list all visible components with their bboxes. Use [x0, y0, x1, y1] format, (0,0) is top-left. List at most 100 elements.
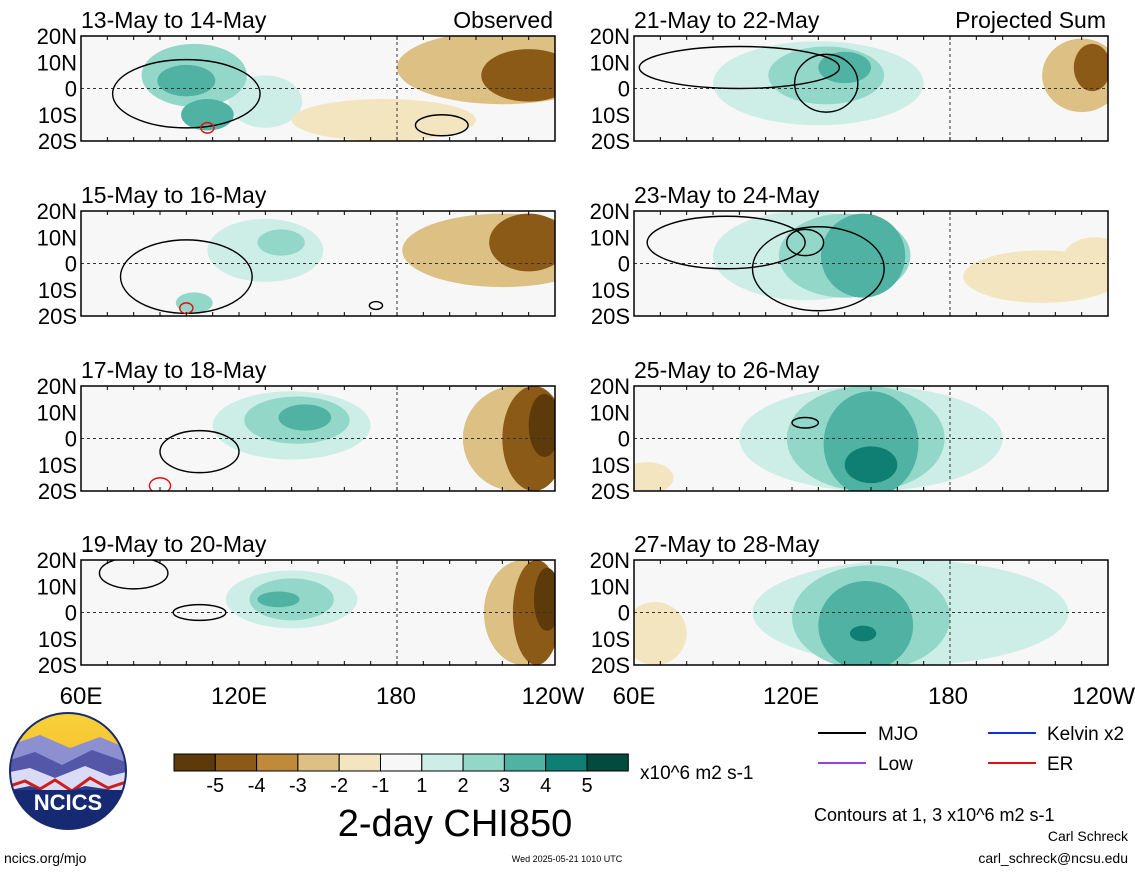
source-url: ncics.org/mjo — [4, 850, 87, 866]
y-tick-label: 10S — [38, 103, 77, 128]
map-panel: 21-May to 22-May Projected Sum 20N10N010S2… — [590, 7, 1109, 154]
y-tick-label: 20S — [38, 129, 77, 154]
contour-mjo — [159, 429, 240, 474]
y-tick-label: 0 — [618, 601, 630, 626]
y-tick-label: 0 — [65, 252, 77, 277]
observed-label: Observed — [453, 7, 553, 33]
panel-date-label: 25-May to 26-May — [634, 357, 820, 383]
y-tick-label: 20S — [591, 479, 630, 504]
chi-anomaly-region — [257, 591, 300, 608]
panel-date-label: 27-May to 28-May — [634, 531, 820, 557]
y-tick-label: 20S — [591, 129, 630, 154]
y-tick-label: 0 — [618, 77, 630, 102]
x-tick-label: 180 — [376, 683, 416, 710]
chi-anomaly-region — [181, 99, 234, 131]
x-tick-label: 120W — [522, 683, 585, 710]
contour-mjo — [791, 416, 820, 429]
x-tick-label: 120W — [1072, 683, 1135, 710]
contour-mjo — [751, 226, 885, 312]
panel-date-label: 13-May to 14-May — [81, 7, 267, 33]
legend: MJO Kelvin x2 Low ER — [818, 724, 1124, 775]
y-tick-label: 10S — [38, 278, 77, 303]
colorbar-tick-label: -2 — [330, 775, 348, 797]
chi-anomaly-region — [489, 213, 555, 272]
colorbar-swatch — [338, 753, 382, 772]
colorbar-swatch — [503, 753, 547, 772]
chi-anomaly-region — [849, 625, 877, 642]
panel-grid: 13-May to 14-May Observed20N10N010S20S21-… — [37, 7, 1109, 678]
y-tick-label: 10S — [591, 627, 630, 652]
colorbar-swatch — [380, 753, 423, 772]
contour-mjo — [414, 114, 469, 137]
y-tick-label: 20S — [591, 653, 630, 678]
chi-anomaly-region — [291, 99, 476, 141]
colorbar-swatch — [214, 753, 258, 772]
contour-mjo — [172, 603, 227, 622]
y-tick-label: 20S — [38, 304, 77, 329]
contour-er — [200, 121, 215, 134]
panel-date-label: 23-May to 24-May — [634, 182, 820, 208]
contour-mjo — [368, 300, 384, 311]
y-tick-label: 0 — [618, 252, 630, 277]
contour-mjo — [98, 560, 169, 590]
panel-date-label: 17-May to 18-May — [81, 357, 267, 383]
chi-anomaly-region — [528, 393, 555, 457]
colorbar-tick-label: 4 — [540, 775, 551, 797]
y-tick-label: 10S — [591, 103, 630, 128]
y-tick-label: 20N — [590, 548, 630, 573]
chi-anomaly-region — [533, 567, 555, 631]
y-tick-label: 10N — [590, 400, 630, 425]
chi-anomaly-region — [634, 462, 674, 491]
chi-anomaly-region — [228, 75, 303, 128]
contour-mjo — [111, 58, 261, 129]
contour-mjo — [638, 45, 841, 90]
chi-anomaly-region — [820, 213, 906, 298]
author-email: carl_schreck@ncsu.edu — [978, 850, 1128, 866]
logo-text: NCICS — [34, 790, 102, 815]
chi-anomaly-region — [175, 292, 213, 314]
contour-note: Contours at 1, 3 x10^6 m2 s-1 — [814, 805, 1055, 825]
contour-mjo — [793, 53, 859, 113]
colorbar-tick-label: 3 — [499, 775, 510, 797]
legend-label-er: ER — [1047, 754, 1073, 775]
colorbar-tick-label: -3 — [289, 775, 307, 797]
legend-label-mjo: MJO — [878, 724, 918, 745]
x-tick-label: 120E — [763, 683, 819, 710]
chi-anomaly-region — [278, 404, 332, 431]
chi-anomaly-region — [481, 49, 555, 102]
panel-date-label: 21-May to 22-May — [634, 7, 820, 33]
y-tick-label: 20N — [590, 24, 630, 49]
y-tick-label: 10N — [37, 400, 77, 425]
panel-date-label: 15-May to 16-May — [81, 182, 267, 208]
x-tick-label: 120E — [211, 683, 267, 710]
y-tick-label: 10N — [37, 50, 77, 75]
y-tick-label: 20N — [590, 374, 630, 399]
colorbar-tick-label: -1 — [372, 775, 390, 797]
colorbar-swatch — [586, 753, 629, 772]
y-tick-label: 10N — [590, 50, 630, 75]
colorbar-swatch — [545, 753, 588, 772]
x-tick-label: 180 — [928, 683, 968, 710]
colorbar-swatch — [421, 753, 464, 772]
chi-anomaly-region — [257, 229, 305, 256]
y-tick-label: 20S — [38, 653, 77, 678]
contour-er — [148, 477, 172, 491]
panel-date-label: 19-May to 20-May — [81, 531, 267, 557]
colorbar-tick-label: -4 — [248, 775, 266, 797]
units-label: x10^6 m2 s-1 — [640, 763, 753, 784]
y-tick-label: 10N — [590, 574, 630, 599]
y-tick-label: 20N — [37, 24, 77, 49]
y-tick-label: 0 — [618, 427, 630, 452]
y-tick-label: 10S — [38, 627, 77, 652]
y-tick-label: 10S — [591, 278, 630, 303]
colorbar-swatch — [297, 753, 340, 772]
chi-anomaly-region — [157, 64, 216, 97]
chart-variable-title: 2-day CHI850 — [338, 803, 572, 845]
x-axis-labels: 60E 120E 180 120W 60E 120E 180 120W — [60, 683, 1135, 710]
